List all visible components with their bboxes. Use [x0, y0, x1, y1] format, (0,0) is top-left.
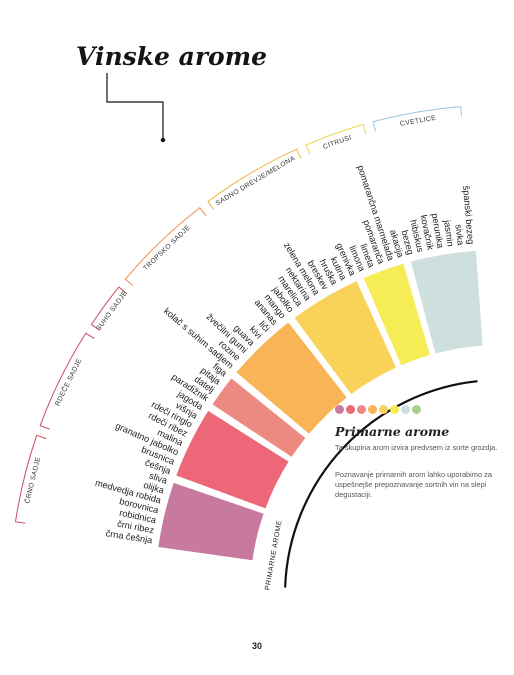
aroma-segment: [236, 322, 347, 434]
center-guide-arc: [284, 380, 478, 588]
legend-dot: [335, 405, 344, 414]
legend-dot: [412, 405, 421, 414]
legend-color-dots: [335, 405, 421, 414]
legend-dot: [390, 405, 399, 414]
title-pointer-line: [106, 73, 164, 138]
aroma-segment: [410, 250, 483, 354]
page-number: 30: [251, 641, 262, 651]
aroma-segment: [212, 378, 306, 457]
aroma-group: bezeghibiskuskovačnikperunikajasminsivka…: [372, 106, 483, 354]
category-label: ČRNO SADJE: [22, 456, 42, 505]
category-bracket: [39, 332, 95, 430]
category-label: SADNO DREVJE/MELONA: [215, 155, 297, 207]
legend-dot: [379, 405, 388, 414]
legend-paragraph-2: Poznavanje primarnih arom lahko uporabim…: [335, 470, 492, 499]
category-label: CVETLICE: [400, 115, 437, 128]
aroma-segment: [294, 281, 397, 395]
category-bracket: [305, 123, 367, 155]
category-bracket: [207, 148, 302, 210]
legend-title: Primarne arome: [335, 424, 450, 439]
legend-dot: [357, 405, 366, 414]
category-bracket: [124, 207, 207, 286]
center-label: PRIMARNE AROME: [264, 519, 283, 590]
aroma-segment: [158, 482, 264, 561]
page-title: Vinske arome: [76, 42, 268, 71]
aroma-label: jasmin: [442, 218, 456, 247]
legend-dot: [401, 405, 410, 414]
category-bracket: [372, 106, 463, 132]
legend-paragraph-1: Ta skupina arom izvira predvsem iz sorte…: [335, 443, 498, 452]
aroma-segment: [176, 410, 289, 509]
legend-dot: [368, 405, 377, 414]
aroma-segment: [363, 263, 430, 366]
category-label: TROPSKO SADJE: [142, 224, 192, 272]
category-bracket: [14, 434, 47, 524]
legend-dot: [346, 405, 355, 414]
aroma-label: španski bezeg: [461, 185, 476, 244]
pointer-dot: [160, 137, 166, 143]
category-bracket: [90, 286, 127, 331]
aroma-label: sivka: [453, 224, 465, 247]
